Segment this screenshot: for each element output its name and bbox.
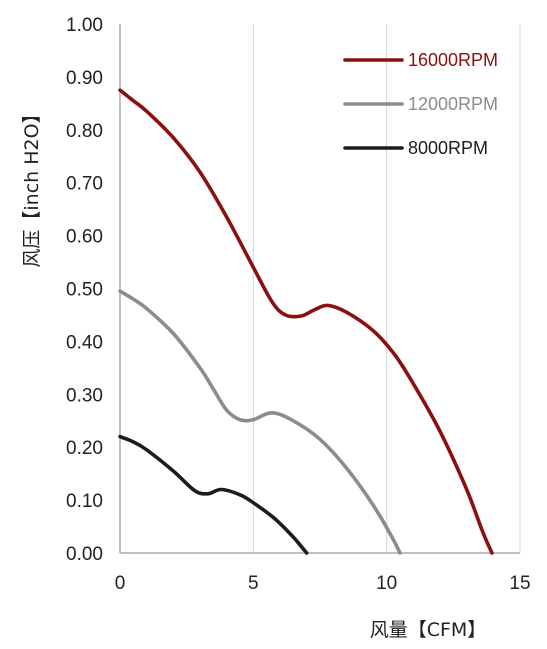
x-axis-title: 风量【CFM】 [370,619,487,641]
y-tick-label: 0.20 [66,438,103,459]
x-tick-label: 0 [115,573,126,594]
y-tick-label: 0.60 [66,227,103,248]
y-axis-title: 风压【inch H2O】 [21,104,43,267]
legend: 16000RPM 12000RPM 8000RPM [343,50,498,158]
y-tick-label: 0.70 [66,174,103,195]
y-tick-label: 0.50 [66,280,103,301]
y-tick-label: 1.00 [66,15,103,36]
series-lines [118,88,494,555]
series-line-8000rpm [118,434,309,555]
series-line-16000rpm [118,88,494,555]
y-tick-label: 0.40 [66,332,103,353]
y-tick-label: 0.10 [66,491,103,512]
x-tick-label: 5 [248,573,259,594]
y-tick-label: 0.30 [66,385,103,406]
y-tick-label: 0.90 [66,68,103,89]
legend-label-12000rpm: 12000RPM [408,94,498,114]
x-tick-label: 10 [376,573,397,594]
legend-label-16000rpm: 16000RPM [408,50,498,70]
x-tick-label: 15 [509,573,530,594]
x-tick-labels: 0 5 10 15 [115,573,531,594]
grid [252,24,521,553]
y-tick-labels: 0.00 0.10 0.20 0.30 0.40 0.50 0.60 0.70 0.80 0.90… [66,15,103,565]
series-line-12000rpm [118,289,402,555]
y-tick-label: 0.80 [66,121,103,142]
axes [119,24,520,554]
y-tick-label: 0.00 [66,544,103,565]
legend-label-8000rpm: 8000RPM [408,138,488,158]
